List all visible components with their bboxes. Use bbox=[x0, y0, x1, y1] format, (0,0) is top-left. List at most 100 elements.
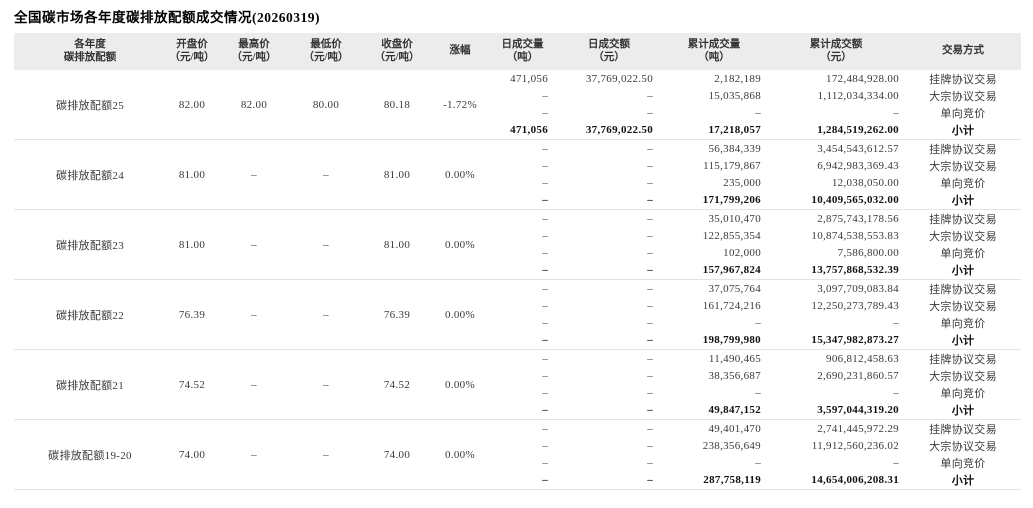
daily_turnover-cell: – bbox=[647, 247, 653, 260]
cum_turnover-cell: 172,484,928.00 bbox=[826, 72, 899, 85]
cum_turnover-cell: 2,875,743,178.56 bbox=[817, 212, 899, 225]
header-cell-change: 涨幅 bbox=[432, 33, 488, 70]
daily_volume-cell: – bbox=[542, 177, 548, 190]
cum_turnover-cell: 3,597,044,319.20 bbox=[817, 404, 899, 417]
method-cell: 小计 bbox=[951, 405, 975, 418]
daily_turnover-cell: – bbox=[647, 422, 653, 435]
open-cell: 82.00 bbox=[178, 98, 206, 111]
merged-cells: 碳排放配额24 81.00 – – 81.00 0.00% bbox=[14, 140, 488, 209]
method-cell: 单向竞价 bbox=[940, 318, 986, 331]
cum_turnover-cell: 11,912,560,236.02 bbox=[811, 439, 899, 452]
change-cell: 0.00% bbox=[445, 308, 475, 321]
method-cell: 小计 bbox=[951, 125, 975, 138]
header-label-line1: 开盘价 bbox=[176, 39, 208, 50]
daily_turnover-cell: – bbox=[647, 352, 653, 365]
cum_turnover-cell: – bbox=[893, 317, 899, 330]
subtotal-row: – – 287,758,119 14,654,006,208.31 小计 bbox=[488, 472, 1021, 489]
daily_volume-cell: 471,056 bbox=[510, 124, 548, 137]
merged-cells: 碳排放配额22 76.39 – – 76.39 0.00% bbox=[14, 280, 488, 349]
daily_volume-cell: – bbox=[542, 474, 548, 487]
daily_turnover-cell: – bbox=[647, 159, 653, 172]
cum_volume-cell: 11,490,465 bbox=[708, 352, 761, 365]
cum_volume-cell: 198,799,980 bbox=[702, 334, 761, 347]
header-label-line1: 交易方式 bbox=[942, 45, 984, 57]
cum_turnover-cell: 12,038,050.00 bbox=[831, 177, 899, 190]
cum_volume-cell: 102,000 bbox=[723, 247, 761, 260]
header-label-line1: 累计成交量 bbox=[687, 39, 741, 50]
cum_turnover-cell: 15,347,982,873.27 bbox=[811, 334, 899, 347]
table-body: 碳排放配额25 82.00 82.00 80.00 80.18 -1.72% 471,056… bbox=[14, 70, 1021, 490]
allowance-cell: 碳排放配额22 bbox=[55, 309, 125, 322]
low-cell: 80.00 bbox=[312, 98, 340, 111]
open-cell: 74.52 bbox=[178, 378, 206, 391]
daily_turnover-cell: – bbox=[647, 387, 653, 400]
daily_volume-cell: – bbox=[542, 229, 548, 242]
daily_turnover-cell: – bbox=[647, 404, 653, 417]
low-cell: – bbox=[323, 238, 329, 251]
daily_turnover-cell: – bbox=[647, 194, 653, 207]
table-row: – – – – 单向竞价 bbox=[488, 385, 1021, 402]
daily_turnover-cell: 37,769,022.50 bbox=[585, 72, 653, 85]
header-label-line1: 最高价 bbox=[238, 39, 270, 50]
header-cell-allowance: 各年度 碳排放配额 bbox=[14, 33, 166, 70]
header-cell-daily_volume: 日成交量 （吨） bbox=[488, 33, 557, 70]
method-cell: 小计 bbox=[951, 475, 975, 488]
header-label-line2: （吨） bbox=[698, 51, 730, 63]
cum_turnover-cell: 10,874,538,553.83 bbox=[811, 229, 899, 242]
daily_turnover-cell: – bbox=[647, 334, 653, 347]
daily_turnover-cell: – bbox=[647, 142, 653, 155]
table-row: – – 161,724,216 12,250,273,789.43 大宗协议交易 bbox=[488, 297, 1021, 314]
table-row: – – 35,010,470 2,875,743,178.56 挂牌协议交易 bbox=[488, 210, 1021, 227]
high-cell: – bbox=[251, 238, 257, 251]
table-row: – – – – 单向竞价 bbox=[488, 105, 1021, 122]
cum_volume-cell: 161,724,216 bbox=[702, 299, 761, 312]
cum_turnover-cell: 1,112,034,334.00 bbox=[817, 89, 899, 102]
header-label-line2: 碳排放配额 bbox=[63, 51, 117, 63]
header-label-line1: 日成交额 bbox=[588, 39, 630, 50]
method-cell: 大宗协议交易 bbox=[929, 230, 997, 243]
header-cell-daily_turnover: 日成交额 （元） bbox=[557, 33, 661, 70]
table-row: – – 122,855,354 10,874,538,553.83 大宗协议交易 bbox=[488, 227, 1021, 244]
table-row: – – 15,035,868 1,112,034,334.00 大宗协议交易 bbox=[488, 87, 1021, 104]
header-label-line1: 最低价 bbox=[310, 39, 342, 50]
daily_turnover-cell: – bbox=[647, 369, 653, 382]
close-cell: 74.00 bbox=[383, 448, 411, 461]
daily_volume-cell: – bbox=[542, 422, 548, 435]
merged-cells: 碳排放配额23 81.00 – – 81.00 0.00% bbox=[14, 210, 488, 279]
method-cell: 单向竞价 bbox=[940, 178, 986, 191]
cum_volume-cell: 15,035,868 bbox=[708, 89, 761, 102]
method-cell: 挂牌协议交易 bbox=[929, 213, 997, 226]
daily_turnover-cell: – bbox=[647, 299, 653, 312]
high-cell: – bbox=[251, 448, 257, 461]
header-label-line1: 日成交量 bbox=[501, 39, 544, 50]
table-row: – – 238,356,649 11,912,560,236.02 大宗协议交易 bbox=[488, 437, 1021, 454]
method-cell: 大宗协议交易 bbox=[929, 90, 997, 103]
daily_volume-cell: – bbox=[542, 369, 548, 382]
year-block: 碳排放配额24 81.00 – – 81.00 0.00% – – 56,384,339 3,45… bbox=[14, 140, 1021, 210]
allowance-cell: 碳排放配额19-20 bbox=[48, 449, 132, 462]
method-cell: 单向竞价 bbox=[940, 388, 986, 401]
daily_turnover-cell: – bbox=[647, 457, 653, 470]
year-block: 碳排放配额23 81.00 – – 81.00 0.00% – – 35,010,470 2,87… bbox=[14, 210, 1021, 280]
table-row: 471,056 37,769,022.50 2,182,189 172,484,928… bbox=[488, 70, 1021, 87]
cum_turnover-cell: 7,586,800.00 bbox=[837, 247, 899, 260]
daily_turnover-cell: – bbox=[647, 229, 653, 242]
table-row: – – 102,000 7,586,800.00 单向竞价 bbox=[488, 245, 1021, 262]
daily_volume-cell: – bbox=[542, 404, 548, 417]
page: 全国碳市场各年度碳排放配额成交情况(20260319) 各年度 碳排放配额 开盘价 （… bbox=[14, 10, 1021, 490]
cum_turnover-cell: 12,250,273,789.43 bbox=[811, 299, 899, 312]
daily_turnover-cell: – bbox=[647, 107, 653, 120]
close-cell: 80.18 bbox=[383, 98, 411, 111]
table-row: – – 49,401,470 2,741,445,972.29 挂牌协议交易 bbox=[488, 420, 1021, 437]
method-cell: 大宗协议交易 bbox=[929, 160, 997, 173]
page-title: 全国碳市场各年度碳排放配额成交情况(20260319) bbox=[14, 10, 320, 25]
method-cell: 单向竞价 bbox=[940, 458, 986, 471]
header-label-line2: （吨） bbox=[506, 51, 539, 63]
method-rows: – – 49,401,470 2,741,445,972.29 挂牌协议交易 – – 238,… bbox=[488, 420, 1021, 489]
merged-cells: 碳排放配额25 82.00 82.00 80.00 80.18 -1.72% bbox=[14, 70, 488, 139]
low-cell: – bbox=[323, 378, 329, 391]
daily_volume-cell: – bbox=[542, 247, 548, 260]
cum_turnover-cell: 13,757,868,532.39 bbox=[811, 264, 899, 277]
cum_volume-cell: 49,847,152 bbox=[708, 404, 761, 417]
header-cell-high: 最高价 （元/吨） bbox=[218, 33, 290, 70]
